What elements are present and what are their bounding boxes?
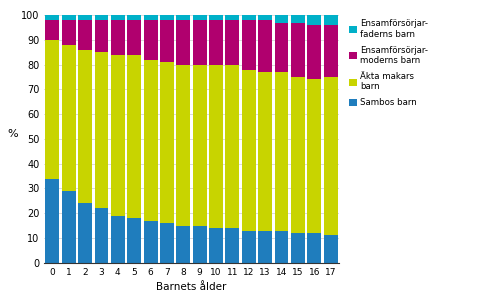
Bar bbox=[192, 65, 207, 226]
Bar bbox=[209, 228, 223, 263]
Bar bbox=[143, 15, 158, 20]
Bar bbox=[62, 20, 76, 45]
Bar bbox=[45, 15, 59, 20]
Bar bbox=[143, 221, 158, 263]
Bar bbox=[94, 20, 109, 52]
Bar bbox=[127, 20, 141, 55]
Bar bbox=[291, 233, 305, 263]
Bar bbox=[176, 65, 190, 226]
Bar bbox=[324, 236, 337, 263]
Bar bbox=[78, 203, 92, 263]
Bar bbox=[45, 178, 59, 263]
Bar bbox=[62, 45, 76, 191]
Bar bbox=[209, 65, 223, 228]
Bar bbox=[258, 15, 272, 20]
Bar bbox=[160, 15, 174, 20]
Bar bbox=[160, 223, 174, 263]
Bar bbox=[242, 69, 256, 230]
Bar bbox=[209, 20, 223, 65]
Bar bbox=[45, 20, 59, 40]
Bar bbox=[225, 228, 239, 263]
Y-axis label: %: % bbox=[7, 129, 18, 139]
Bar bbox=[94, 15, 109, 20]
Bar bbox=[225, 20, 239, 65]
Bar bbox=[176, 15, 190, 20]
Bar bbox=[62, 191, 76, 263]
Bar bbox=[62, 15, 76, 20]
Bar bbox=[324, 25, 337, 77]
Bar bbox=[274, 230, 288, 263]
Bar bbox=[111, 20, 125, 55]
Legend: Ensamförsörjar-
faderns barn, Ensamförsörjar-
moderns barn, Äkta makars
barn, Sa: Ensamförsörjar- faderns barn, Ensamförsö… bbox=[349, 19, 428, 107]
Bar bbox=[127, 55, 141, 218]
Bar bbox=[242, 20, 256, 69]
Bar bbox=[143, 20, 158, 60]
Bar bbox=[111, 55, 125, 216]
Bar bbox=[225, 65, 239, 228]
Bar bbox=[274, 15, 288, 23]
Bar bbox=[258, 72, 272, 230]
Bar bbox=[94, 52, 109, 208]
Bar bbox=[274, 23, 288, 72]
Bar bbox=[274, 72, 288, 230]
Bar bbox=[209, 15, 223, 20]
Bar bbox=[307, 15, 321, 25]
Bar bbox=[78, 20, 92, 50]
Bar bbox=[291, 15, 305, 23]
Bar bbox=[78, 50, 92, 203]
Bar bbox=[242, 15, 256, 20]
Bar bbox=[127, 15, 141, 20]
Bar bbox=[258, 230, 272, 263]
Bar bbox=[176, 226, 190, 263]
Bar bbox=[225, 15, 239, 20]
Bar bbox=[242, 230, 256, 263]
Bar bbox=[324, 15, 337, 25]
Bar bbox=[111, 15, 125, 20]
Bar bbox=[291, 77, 305, 233]
Bar bbox=[78, 15, 92, 20]
Bar bbox=[127, 218, 141, 263]
Bar bbox=[160, 20, 174, 62]
Bar bbox=[258, 20, 272, 72]
Bar bbox=[192, 15, 207, 20]
Bar bbox=[160, 62, 174, 223]
Bar bbox=[94, 208, 109, 263]
X-axis label: Barnets ålder: Barnets ålder bbox=[156, 282, 227, 292]
Bar bbox=[307, 79, 321, 233]
Bar bbox=[291, 23, 305, 77]
Bar bbox=[111, 216, 125, 263]
Bar bbox=[307, 25, 321, 79]
Bar bbox=[176, 20, 190, 65]
Bar bbox=[192, 226, 207, 263]
Bar bbox=[324, 77, 337, 236]
Bar bbox=[45, 40, 59, 178]
Bar bbox=[143, 60, 158, 221]
Bar bbox=[307, 233, 321, 263]
Bar bbox=[192, 20, 207, 65]
